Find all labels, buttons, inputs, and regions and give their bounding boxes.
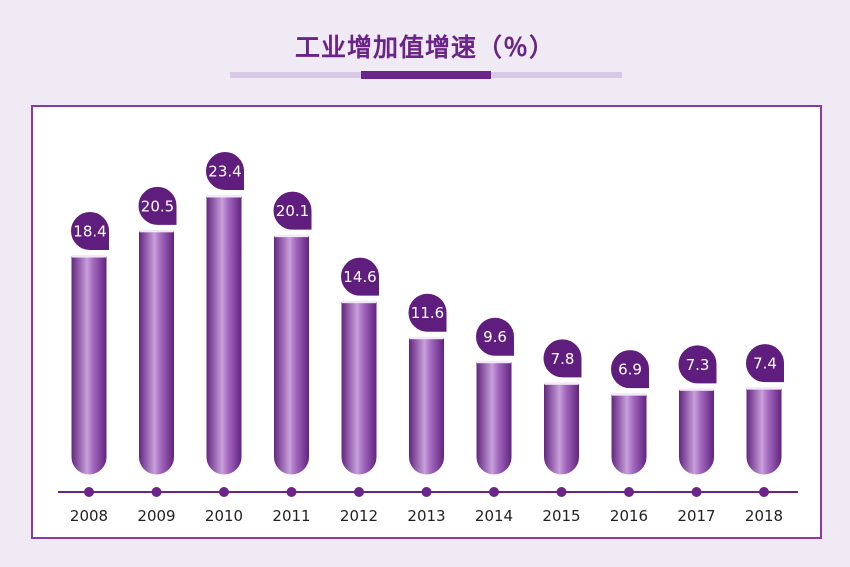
bar-2013 [406, 335, 447, 478]
axis-marker-2009 [151, 487, 162, 497]
value-label-2009: 20.5 [141, 197, 174, 215]
bar-2014 [473, 359, 515, 478]
x-tick-label-2013: 2013 [407, 507, 445, 525]
value-label-2018: 7.4 [753, 355, 777, 373]
value-label-2016: 6.9 [618, 361, 642, 379]
title-underline-accent [361, 71, 491, 79]
bar-2011 [271, 233, 312, 478]
bar-top-highlight-2017 [679, 388, 714, 391]
axis-marker-2012 [354, 487, 364, 497]
chart-title: 工业增加值增速（％） [294, 33, 555, 62]
value-label-bubble-2013 [406, 291, 449, 334]
bars-layer [68, 193, 785, 478]
bar-top-highlight-2010 [207, 195, 241, 198]
value-label-bubble-2011 [271, 189, 314, 232]
bar-2010 [203, 193, 245, 478]
value-label-bubble-2010 [203, 149, 246, 192]
x-axis: 2008 2009 2010 2011 2012 2013 2014 2015 2016 2017… [70, 487, 783, 525]
bar-top-highlight-2011 [274, 234, 309, 238]
bar-top-highlight-2018 [747, 387, 781, 390]
value-label-2008: 18.4 [73, 223, 106, 241]
axis-marker-2008 [84, 487, 94, 497]
value-label-bubble-2014 [473, 315, 516, 358]
value-label-2013: 11.6 [411, 304, 444, 322]
bar-2016 [608, 391, 650, 478]
x-tick-label-2012: 2012 [340, 507, 378, 525]
value-label-2012: 14.6 [343, 268, 376, 286]
bar-2012 [338, 299, 380, 478]
value-label-2014: 9.6 [483, 328, 507, 346]
value-label-bubble-2009 [136, 184, 179, 227]
value-labels: 18.4 20.5 23.4 20.1 14.6 11.6 9.6 7.8 6.9 7.3 7.4 [68, 149, 786, 391]
x-tick-label-2009: 2009 [137, 507, 175, 525]
value-label-bubble-2016 [608, 348, 651, 391]
x-tick-label-2010: 2010 [205, 507, 243, 525]
bar-top-highlight-2008 [72, 255, 106, 258]
value-label-2017: 7.3 [686, 356, 710, 374]
bar-top-highlight-2013 [409, 336, 444, 340]
x-tick-label-2008: 2008 [70, 507, 108, 525]
bar-top-highlight-2012 [342, 300, 376, 304]
bar-2017 [676, 386, 717, 478]
value-label-bubble-2015 [541, 337, 584, 380]
x-tick-label-2015: 2015 [542, 507, 580, 525]
axis-marker-2016 [624, 487, 634, 497]
x-tick-label-2014: 2014 [475, 507, 513, 525]
x-tick-label-2011: 2011 [272, 507, 310, 525]
axis-marker-2014 [489, 487, 499, 497]
axis-marker-2015 [556, 487, 567, 497]
bar-top-highlight-2015 [544, 382, 579, 385]
bar-2008 [68, 253, 110, 478]
bar-top-highlight-2009 [139, 229, 174, 233]
axis-marker-2011 [286, 487, 297, 497]
value-label-2010: 23.4 [208, 163, 241, 181]
bar-2009 [136, 228, 177, 478]
value-label-2015: 7.8 [551, 350, 575, 368]
title-underline [230, 71, 622, 79]
bar-2015 [541, 380, 582, 478]
axis-marker-2018 [759, 487, 769, 497]
bar-2018 [743, 385, 785, 478]
x-tick-label-2016: 2016 [610, 507, 648, 525]
axis-marker-2017 [691, 487, 702, 497]
value-label-bubble-2008 [68, 210, 111, 253]
bar-top-highlight-2016 [612, 393, 646, 396]
value-label-bubble-2017 [676, 343, 719, 386]
bar-top-highlight-2014 [477, 360, 511, 364]
value-label-bubble-2018 [743, 342, 786, 385]
value-label-bubble-2012 [338, 255, 381, 298]
x-tick-label-2017: 2017 [677, 507, 715, 525]
x-tick-label-2018: 2018 [745, 507, 783, 525]
value-label-2011: 20.1 [276, 202, 309, 220]
axis-marker-2013 [421, 487, 432, 497]
axis-marker-2010 [219, 487, 229, 497]
